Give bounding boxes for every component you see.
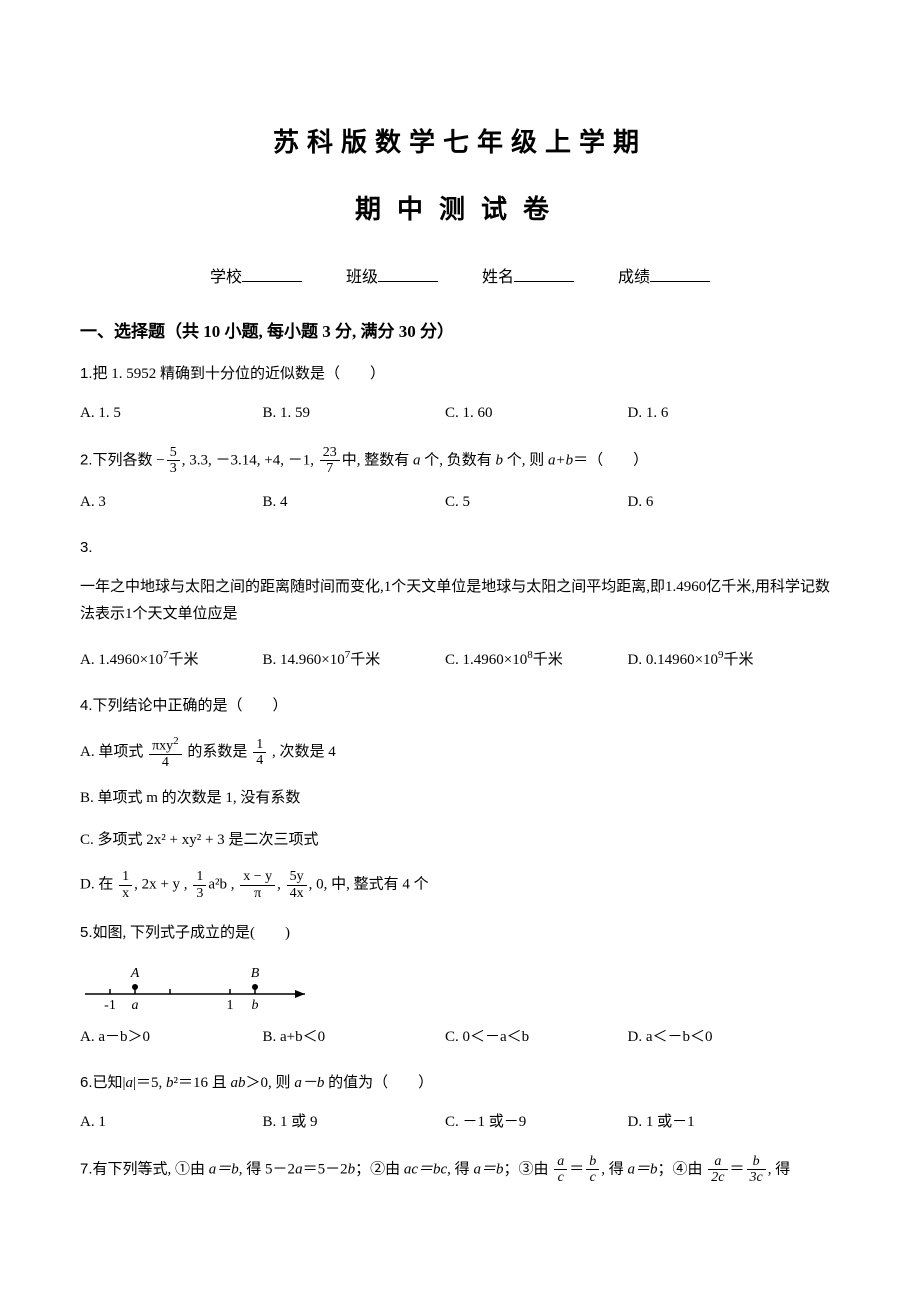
q2-text: 2.下列各数 −53, 3.3, －3.14, +4, －1, 237中, 整数…: [80, 445, 840, 477]
q2-end: ＝（ ）: [573, 452, 648, 468]
q3-num-line: 3.: [80, 534, 840, 562]
q1-num: 1.: [80, 365, 93, 382]
q2-mid2: 中, 整数有: [342, 452, 413, 468]
q6-num: 6.: [80, 1074, 93, 1091]
q7-num: 7.: [80, 1160, 93, 1177]
score-label: 成绩: [618, 269, 650, 286]
q5-number-line: A B -1 a 1 b: [80, 959, 320, 1014]
q2-frac1: 53: [167, 445, 180, 477]
q1-option-d: D. 1. 6: [628, 400, 811, 427]
q5-text: 5.如图, 下列式子成立的是( ): [80, 919, 840, 947]
svg-text:-1: -1: [104, 998, 116, 1013]
q5-option-a: A. a－b＞0: [80, 1024, 263, 1051]
q2-mid4: 个, 则: [503, 452, 548, 468]
q6-option-b: B. 1 或 9: [263, 1109, 446, 1136]
score-blank: [650, 281, 710, 282]
q1-option-a: A. 1. 5: [80, 400, 263, 427]
q3-num: 3.: [80, 539, 93, 556]
class-blank: [378, 281, 438, 282]
q2-option-a: A. 3: [80, 489, 263, 516]
question-3: 3. 一年之中地球与太阳之间的距离随时间而变化,1个天文单位是地球与太阳之间平均…: [80, 534, 840, 674]
section-header: 一、选择题（共 10 小题, 每小题 3 分, 满分 30 分）: [80, 317, 840, 348]
q4-body: 下列结论中正确的是（ ）: [93, 698, 288, 714]
q2-pre: 下列各数: [93, 452, 153, 468]
q2-mid1: , 3.3, －3.14, +4, －1,: [182, 452, 318, 468]
q2-num: 2.: [80, 451, 93, 468]
q5-options: A. a－b＞0 B. a+b＜0 C. 0＜－a＜b D. a＜－b＜0: [80, 1024, 840, 1051]
q7-text: 7.有下列等式, ①由 a＝b, 得 5－2a＝5－2b；②由 ac＝bc, 得…: [80, 1154, 840, 1186]
q2-mid3: 个, 负数有: [420, 452, 495, 468]
svg-text:b: b: [252, 998, 259, 1013]
q6-option-d: D. 1 或－1: [628, 1109, 811, 1136]
q5-option-d: D. a＜－b＜0: [628, 1024, 811, 1051]
q6-options: A. 1 B. 1 或 9 C. －1 或－9 D. 1 或－1: [80, 1109, 840, 1136]
question-5: 5.如图, 下列式子成立的是( ) A B -1 a 1 b A. a－b＞0 …: [80, 919, 840, 1051]
question-7: 7.有下列等式, ①由 a＝b, 得 5－2a＝5－2b；②由 ac＝bc, 得…: [80, 1154, 840, 1186]
q4-a-frac2: 14: [253, 737, 266, 769]
q6-text: 6.已知|a|＝5, b²＝16 且 ab＞0, 则 a－b 的值为（ ）: [80, 1069, 840, 1097]
q2-frac1-sign: −: [156, 452, 164, 468]
question-1: 1.把 1. 5952 精确到十分位的近似数是（ ） A. 1. 5 B. 1.…: [80, 360, 840, 427]
q4-option-a: A. 单项式 πxy24 的系数是 14 , 次数是 4: [80, 735, 840, 770]
q3-option-d: D. 0.14960×109千米: [628, 646, 811, 674]
q3-options: A. 1.4960×107千米 B. 14.960×107千米 C. 1.496…: [80, 646, 840, 674]
q2-frac2: 237: [320, 445, 340, 477]
question-6: 6.已知|a|＝5, b²＝16 且 ab＞0, 则 a－b 的值为（ ） A.…: [80, 1069, 840, 1136]
svg-text:a: a: [132, 998, 139, 1013]
q4-option-c: C. 多项式 2x² + xy² + 3 是二次三项式: [80, 827, 840, 854]
q4-a-frac1: πxy24: [149, 735, 182, 770]
q6-option-a: A. 1: [80, 1109, 263, 1136]
question-4: 4.下列结论中正确的是（ ） A. 单项式 πxy24 的系数是 14 , 次数…: [80, 692, 840, 901]
q4-option-b: B. 单项式 m 的次数是 1, 没有系数: [80, 785, 840, 812]
svg-text:B: B: [251, 966, 260, 981]
q3-text: 一年之中地球与太阳之间的距离随时间而变化,1个天文单位是地球与太阳之间平均距离,…: [80, 574, 840, 628]
q2-option-c: C. 5: [445, 489, 628, 516]
svg-text:A: A: [130, 966, 140, 981]
question-2: 2.下列各数 −53, 3.3, －3.14, +4, －1, 237中, 整数…: [80, 445, 840, 516]
q2-options: A. 3 B. 4 C. 5 D. 6: [80, 489, 840, 516]
q4-option-d: D. 在 1x, 2x + y , 13a²b , x − yπ, 5y4x, …: [80, 869, 840, 901]
info-line: 学校 班级 姓名 成绩: [80, 264, 840, 293]
name-blank: [514, 281, 574, 282]
q2-var-ab: a+b: [548, 452, 573, 468]
q6-option-c: C. －1 或－9: [445, 1109, 628, 1136]
q3-option-c: C. 1.4960×108千米: [445, 646, 628, 674]
q3-option-a: A. 1.4960×107千米: [80, 646, 263, 674]
name-label: 姓名: [482, 269, 514, 286]
q2-var-b: b: [496, 452, 504, 468]
title-sub: 期中测试卷: [80, 187, 840, 234]
q1-options: A. 1. 5 B. 1. 59 C. 1. 60 D. 1. 6: [80, 400, 840, 427]
q4-text: 4.下列结论中正确的是（ ）: [80, 692, 840, 720]
title-main: 苏科版数学七年级上学期: [80, 120, 840, 167]
q1-option-c: C. 1. 60: [445, 400, 628, 427]
q5-option-c: C. 0＜－a＜b: [445, 1024, 628, 1051]
q3-option-b: B. 14.960×107千米: [263, 646, 446, 674]
q2-option-b: B. 4: [263, 489, 446, 516]
svg-text:1: 1: [227, 998, 234, 1013]
q5-body: 如图, 下列式子成立的是( ): [93, 925, 291, 941]
q5-option-b: B. a+b＜0: [263, 1024, 446, 1051]
q1-text: 1.把 1. 5952 精确到十分位的近似数是（ ）: [80, 360, 840, 388]
q5-num: 5.: [80, 924, 93, 941]
class-label: 班级: [346, 269, 378, 286]
q4-num: 4.: [80, 697, 93, 714]
school-blank: [242, 281, 302, 282]
q1-body: 把 1. 5952 精确到十分位的近似数是（ ）: [93, 366, 386, 382]
school-label: 学校: [210, 269, 242, 286]
q1-option-b: B. 1. 59: [263, 400, 446, 427]
q2-option-d: D. 6: [628, 489, 811, 516]
